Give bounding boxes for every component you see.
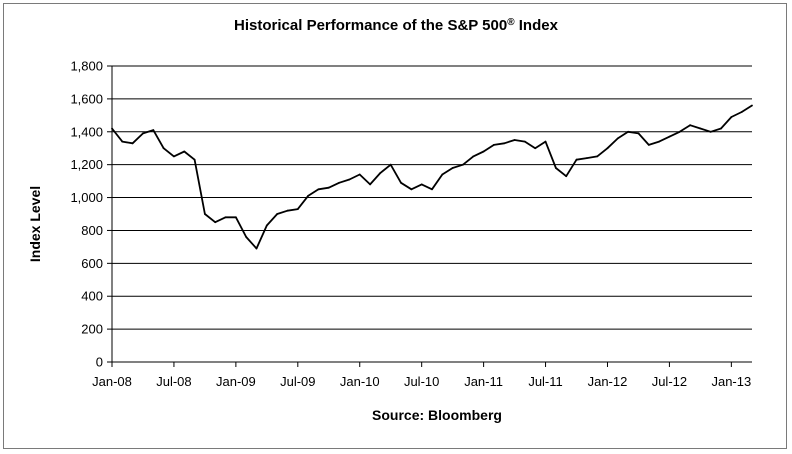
y-tick-label: 1,000: [70, 190, 103, 205]
data-point: [255, 247, 258, 250]
x-axis-label: Source: Bloomberg: [372, 407, 502, 423]
x-tick-label: Jan-10: [340, 374, 380, 389]
gridlines: [112, 65, 752, 330]
x-tick-label: Jan-08: [92, 374, 132, 389]
data-point: [482, 150, 485, 153]
data-point: [235, 216, 237, 219]
chart-frame: [3, 3, 787, 449]
y-tick-label: 1,800: [70, 59, 103, 74]
y-tick-label: 400: [81, 289, 103, 304]
data-point: [317, 188, 320, 191]
data-point: [410, 188, 413, 191]
data-point: [606, 147, 609, 150]
y-tick-label: 200: [81, 322, 103, 337]
data-point: [214, 221, 217, 224]
y-axis-label: Index Level: [27, 186, 43, 262]
x-tick-label: Jan-13: [711, 374, 751, 389]
data-point: [152, 129, 155, 132]
data-point: [451, 167, 454, 169]
data-point: [678, 130, 681, 133]
data-point: [121, 140, 124, 143]
y-tick-label: 0: [96, 355, 103, 370]
data-point: [420, 183, 423, 186]
axes: [111, 66, 752, 363]
series: [111, 104, 753, 250]
data-point: [709, 130, 712, 133]
data-point: [544, 140, 547, 143]
data-point: [493, 144, 495, 146]
x-tick-label: Jan-11: [464, 374, 503, 389]
data-point: [555, 167, 557, 169]
series-line: [111, 104, 753, 250]
data-point: [193, 158, 196, 161]
data-point: [307, 195, 309, 197]
data-point: [379, 172, 382, 174]
data-point: [131, 142, 134, 145]
data-point: [245, 236, 248, 238]
data-point: [513, 139, 516, 141]
chart-title-text: Historical Performance of the S&P 500: [234, 17, 507, 34]
y-axis-ticks: 0 200 400 600 800 1,000 1,200 1,400 1,600 1,800: [70, 59, 112, 370]
data-point: [720, 127, 722, 130]
data-point: [224, 216, 227, 219]
data-point: [699, 127, 702, 130]
data-point: [730, 116, 733, 118]
data-point: [534, 147, 537, 150]
data-point: [441, 173, 444, 176]
data-point: [585, 157, 588, 160]
data-point: [327, 186, 330, 189]
x-axis-ticks: Jan-08 Jul-08 Jan-09 Jul-09 Jan-10 Jul-10 Jan-…: [92, 362, 751, 389]
data-point: [265, 224, 268, 227]
x-tick-label: Jul-10: [404, 374, 439, 389]
data-point: [658, 140, 660, 143]
data-point: [338, 181, 340, 184]
chart-title-suffix: Index: [515, 17, 559, 34]
x-tick-label: Jul-11: [528, 374, 562, 389]
data-point: [276, 213, 279, 215]
data-point: [369, 183, 371, 186]
data-point: [637, 132, 640, 135]
data-point: [668, 135, 671, 138]
data-point: [647, 144, 650, 146]
data-point: [162, 147, 165, 150]
data-point: [740, 111, 743, 113]
data-point: [627, 130, 629, 133]
data-point: [616, 137, 619, 140]
data-point: [286, 209, 289, 212]
chart-title-mark: ®: [507, 17, 515, 28]
data-point: [431, 188, 433, 191]
data-point: [358, 173, 361, 176]
data-point: [389, 163, 392, 166]
data-point: [503, 142, 506, 145]
x-tick-label: Jul-09: [280, 374, 315, 389]
data-point: [462, 163, 464, 166]
data-point: [183, 150, 186, 153]
data-point: [751, 104, 753, 107]
data-point: [204, 213, 206, 215]
data-point: [565, 175, 568, 178]
chart-title: Historical Performance of the S&P 500® I…: [234, 17, 559, 35]
data-point: [596, 155, 599, 158]
data-point: [689, 124, 691, 127]
y-tick-label: 1,400: [70, 124, 103, 139]
data-point: [173, 155, 175, 158]
data-point: [524, 140, 526, 143]
y-tick-label: 1,600: [70, 91, 103, 106]
data-point: [142, 132, 144, 135]
x-tick-label: Jan-09: [216, 374, 256, 389]
data-point: [575, 158, 578, 161]
data-point: [348, 178, 351, 181]
x-tick-label: Jan-12: [588, 374, 628, 389]
x-tick-label: Jul-12: [652, 374, 687, 389]
y-tick-label: 600: [81, 256, 103, 271]
x-tick-label: Jul-08: [156, 374, 191, 389]
data-point: [400, 181, 402, 184]
y-tick-label: 800: [81, 223, 103, 238]
data-point: [296, 208, 299, 211]
data-point: [472, 155, 475, 158]
y-tick-label: 1,200: [70, 157, 103, 172]
